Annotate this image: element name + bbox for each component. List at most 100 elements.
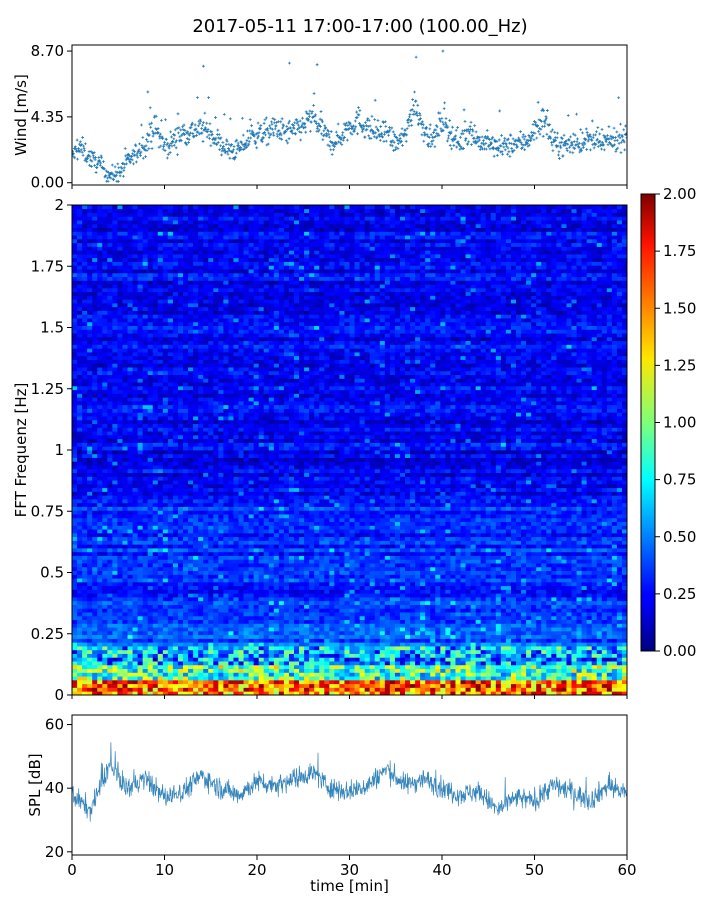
spectrogram-cell	[208, 691, 214, 696]
spectrogram-cell	[112, 664, 118, 670]
spectrogram-cell	[495, 593, 502, 598]
spectrogram-cell	[460, 638, 466, 643]
spectrogram-cell	[445, 672, 451, 677]
wind-point	[219, 144, 222, 148]
spectrogram-cell	[268, 600, 275, 605]
spectrogram-cell	[283, 683, 290, 688]
spectrogram-cell	[536, 615, 542, 621]
spectrogram-cell	[87, 661, 93, 666]
spectrogram-cell	[601, 574, 608, 579]
spectrogram-cell	[147, 597, 154, 602]
spectrogram-cell	[359, 649, 366, 654]
wind-point	[449, 130, 453, 134]
spectrogram-cell	[188, 574, 194, 579]
spectrogram-cell	[415, 676, 421, 681]
spectrogram-cell	[485, 623, 492, 628]
spectrogram-cell	[470, 566, 477, 572]
wind-point	[519, 130, 522, 134]
spectrogram-cell	[536, 646, 542, 651]
spectrogram-cell	[495, 664, 502, 670]
wind-point	[554, 138, 558, 142]
spectrogram-cell	[177, 585, 184, 590]
spectrogram-cell	[440, 585, 446, 590]
spectrogram-cell	[137, 672, 144, 677]
spectrogram-cell	[112, 642, 118, 647]
spectrogram-cell	[410, 581, 416, 587]
spectrogram-cell	[430, 589, 436, 594]
spectrogram-cell	[425, 657, 431, 662]
spectrogram-cell	[591, 566, 598, 572]
spectrogram-cell	[172, 687, 179, 692]
spectrogram-cell	[198, 691, 204, 696]
spectrogram-cell	[314, 642, 320, 647]
spectrogram-cell	[198, 676, 204, 681]
wind-point	[130, 158, 134, 162]
wind-point	[314, 120, 318, 124]
spectrogram-cell	[521, 653, 527, 658]
spectrogram-cell	[188, 623, 194, 628]
spectrogram-cell	[531, 691, 537, 696]
spectrogram-cell	[102, 634, 108, 639]
wind-point	[561, 154, 565, 158]
spectrogram-cell	[268, 578, 275, 583]
spectrogram-cell	[410, 672, 416, 677]
spectrogram-cell	[621, 638, 628, 643]
spectrogram-cell	[97, 627, 103, 632]
spectrogram-cell	[389, 634, 396, 639]
spectrogram-cell	[142, 600, 149, 605]
spectrogram-cell	[505, 668, 512, 673]
spectrogram-cell	[102, 668, 108, 673]
spectrogram-cell	[389, 683, 396, 688]
spectrogram-cell	[415, 664, 421, 670]
wind-point	[278, 131, 282, 135]
wind-point	[318, 117, 322, 121]
spectrogram-cell	[283, 664, 290, 670]
spectrogram-cell	[152, 563, 159, 568]
wind-point	[446, 139, 449, 143]
spectrogram-cell	[556, 672, 562, 677]
spectrogram-cell	[188, 608, 194, 613]
spectrogram-cell	[430, 668, 436, 673]
spectrogram-cell	[122, 593, 128, 598]
spectrogram-cell	[606, 679, 613, 685]
spectrogram-cell	[233, 566, 239, 572]
spectrogram-cell	[177, 642, 184, 647]
spectrogram-cell	[384, 672, 391, 677]
spectrogram-cell	[566, 676, 572, 681]
spectrogram-cell	[177, 600, 184, 605]
wind-point	[434, 128, 438, 132]
spectrogram-cell	[415, 653, 421, 658]
spectrogram-cell	[470, 664, 477, 670]
spectrogram-cell	[475, 630, 482, 636]
spectrogram-cell	[601, 649, 608, 654]
wind-point	[394, 145, 398, 149]
spectrogram-cell	[480, 638, 487, 643]
spectrogram-cell	[374, 691, 381, 696]
spectrogram-cell	[399, 668, 406, 673]
spectrogram-cell	[410, 642, 416, 647]
spectrogram-cell	[278, 615, 285, 621]
spectrogram-cell	[97, 589, 103, 594]
spectrogram-cell	[410, 630, 416, 636]
spectrogram-cell	[505, 676, 512, 681]
spectrogram-cell	[359, 687, 366, 692]
spectrogram-cell	[294, 570, 300, 575]
spectrogram-cell	[172, 630, 179, 636]
spectrogram-cell	[521, 687, 527, 692]
spectrogram-cell	[203, 566, 209, 572]
wind-point	[333, 144, 336, 148]
wind-point	[364, 124, 368, 128]
spectrogram-cell	[586, 691, 593, 696]
spectrogram-cell	[611, 642, 618, 647]
spectrogram-cell	[102, 687, 108, 692]
spectrogram-cell	[329, 679, 335, 685]
spectrogram-cell	[157, 653, 164, 658]
spectrogram-cell	[137, 608, 144, 613]
spectrogram-cell	[87, 664, 93, 670]
spectrogram-cell	[193, 683, 199, 688]
spectrogram-cell	[349, 597, 355, 602]
spectrogram-cell	[394, 597, 401, 602]
spectrogram-cell	[329, 612, 335, 617]
spectrogram-cell	[147, 683, 154, 688]
spectrogram-cell	[233, 664, 239, 670]
